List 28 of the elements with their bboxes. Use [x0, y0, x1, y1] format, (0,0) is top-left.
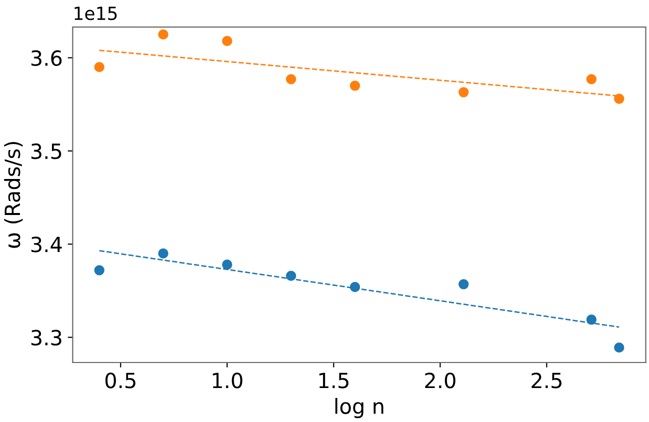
point	[350, 80, 360, 91]
point	[94, 265, 104, 276]
x-tick-label: 1.5	[319, 372, 348, 388]
point	[94, 62, 104, 72]
x-tick-label: 0.5	[105, 372, 136, 388]
y-tick-label: 3.6	[31, 50, 62, 66]
x-tick-label: 1.0	[212, 372, 242, 388]
point	[350, 282, 360, 292]
point	[614, 342, 624, 353]
point	[286, 74, 296, 84]
text: 1e15	[74, 6, 117, 20]
x-axis-title: log n	[335, 398, 384, 418]
y-tick-label: 3.3	[31, 330, 62, 346]
x-tick-label: 2.0	[425, 372, 456, 388]
y-tick-label: 3.5	[31, 143, 62, 160]
point	[286, 270, 296, 281]
point	[458, 87, 469, 98]
point	[222, 260, 232, 270]
y-axis-title: ω (Rads/s)	[4, 142, 23, 248]
x-tick-label: 2.5	[532, 372, 562, 388]
y-tick-label: 3.4	[31, 236, 62, 252]
point	[586, 314, 597, 325]
point	[158, 29, 168, 40]
point	[222, 36, 232, 46]
point	[614, 94, 624, 104]
point	[458, 279, 469, 290]
point	[158, 248, 168, 259]
point	[586, 74, 597, 84]
